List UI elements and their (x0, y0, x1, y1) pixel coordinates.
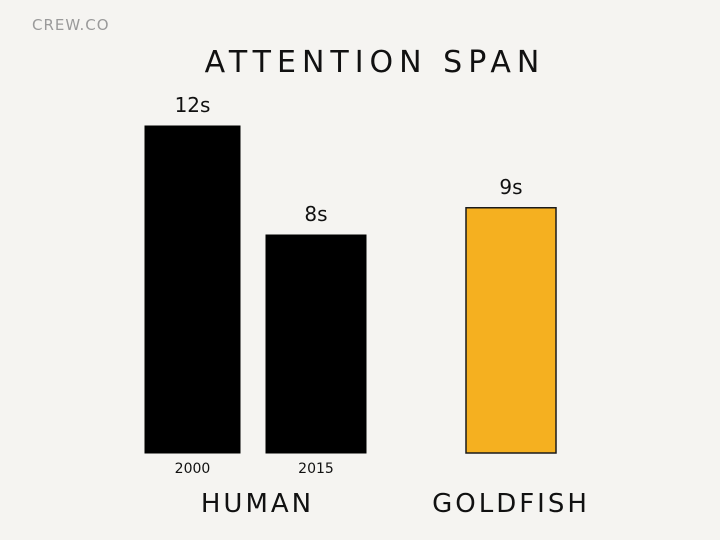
category-label-human-2000: 2000 (175, 461, 211, 477)
bars-layer: 12s 2000 8s 2015 HUMAN 9s GOLDFISH (144, 93, 590, 519)
group-label-goldfish: GOLDFISH (432, 489, 590, 519)
group-label-human: HUMAN (201, 489, 314, 519)
bar-goldfish-bar (465, 207, 557, 454)
bar-human-2015 (265, 234, 367, 454)
chart-title: ATTENTION SPAN (205, 45, 546, 80)
value-label-human-2015: 8s (304, 202, 327, 226)
watermark: CREW.CO (32, 16, 110, 34)
value-label-human-2000: 12s (175, 93, 211, 117)
value-label-goldfish-bar: 9s (499, 175, 522, 199)
category-label-human-2015: 2015 (298, 461, 334, 477)
bar-human-2000 (144, 125, 241, 454)
